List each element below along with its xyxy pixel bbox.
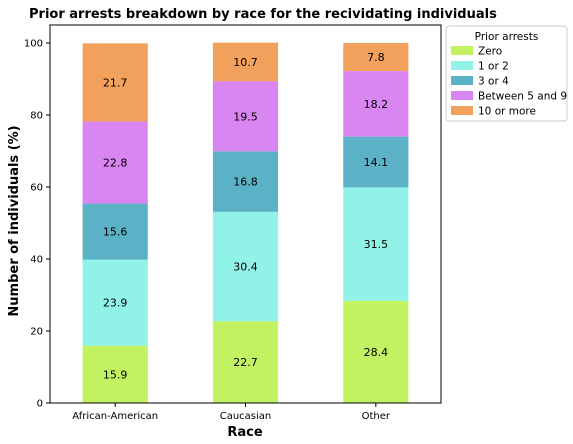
bar-segment xyxy=(82,121,148,204)
chart-title: Prior arrests breakdown by race for the … xyxy=(29,7,497,22)
bar-segment xyxy=(343,71,409,137)
legend-swatch xyxy=(451,106,473,115)
legend-swatch xyxy=(451,46,473,55)
data-label: 22.7 xyxy=(233,356,258,369)
legend-swatch xyxy=(451,61,473,70)
data-label: 15.6 xyxy=(103,226,128,239)
legend: Prior arrests Zero 1 or 2 3 or 4 Between 5 a… xyxy=(445,25,568,122)
bar-segment xyxy=(82,203,148,260)
bar-segment xyxy=(343,187,409,301)
y-tick-label: 80 xyxy=(30,111,43,122)
data-label: 28.4 xyxy=(364,346,389,359)
data-label: 21.7 xyxy=(103,76,128,89)
bar-segment xyxy=(212,151,279,212)
legend-box xyxy=(445,25,568,122)
x-tick-label: Other xyxy=(362,411,391,422)
bar-segment xyxy=(343,43,409,72)
data-label: 16.8 xyxy=(233,176,258,189)
data-label: 30.4 xyxy=(233,261,258,274)
x-tick-label: African-American xyxy=(72,411,158,422)
legend-swatch xyxy=(451,76,473,85)
data-label: 18.2 xyxy=(364,98,389,111)
legend-title: Prior arrests xyxy=(475,31,539,43)
y-tick-label: 0 xyxy=(37,399,43,410)
y-tick-label: 60 xyxy=(30,183,43,194)
legend-label: Zero xyxy=(478,46,502,58)
legend-label: 3 or 4 xyxy=(478,76,509,88)
data-label: 10.7 xyxy=(233,56,258,69)
legend-swatch xyxy=(451,91,473,100)
bar-segment xyxy=(212,42,279,82)
y-tick-label: 20 xyxy=(30,327,43,338)
bar-segment xyxy=(212,81,279,152)
bar-segment xyxy=(212,211,279,322)
bar-segment xyxy=(82,259,148,346)
data-label: 14.1 xyxy=(364,156,389,169)
plot-frame xyxy=(49,24,442,404)
y-axis-title: Number of individuals (%) xyxy=(7,125,22,316)
bar-segment xyxy=(212,321,279,403)
legend-label: Between 5 and 9 xyxy=(478,91,567,103)
bar-segment xyxy=(343,300,409,403)
data-label: 7.8 xyxy=(367,51,385,64)
data-label: 31.5 xyxy=(364,238,389,251)
legend-label: 10 or more xyxy=(478,106,536,118)
bar-segment xyxy=(82,345,148,403)
y-tick-label: 40 xyxy=(30,255,43,266)
data-label: 19.5 xyxy=(233,110,258,123)
plot-area: 15.9 23.9 15.6 22.8 21.7 African-American 22.7… xyxy=(24,24,442,422)
x-tick-label: Caucasian xyxy=(220,411,272,422)
y-tick-label: 100 xyxy=(24,39,43,50)
data-label: 22.8 xyxy=(103,157,128,170)
bar-segment xyxy=(82,43,148,122)
x-axis-title: Race xyxy=(227,425,262,440)
data-label: 23.9 xyxy=(103,297,128,310)
bar-segment xyxy=(343,136,409,188)
legend-label: 1 or 2 xyxy=(478,61,509,73)
data-label: 15.9 xyxy=(103,368,128,381)
